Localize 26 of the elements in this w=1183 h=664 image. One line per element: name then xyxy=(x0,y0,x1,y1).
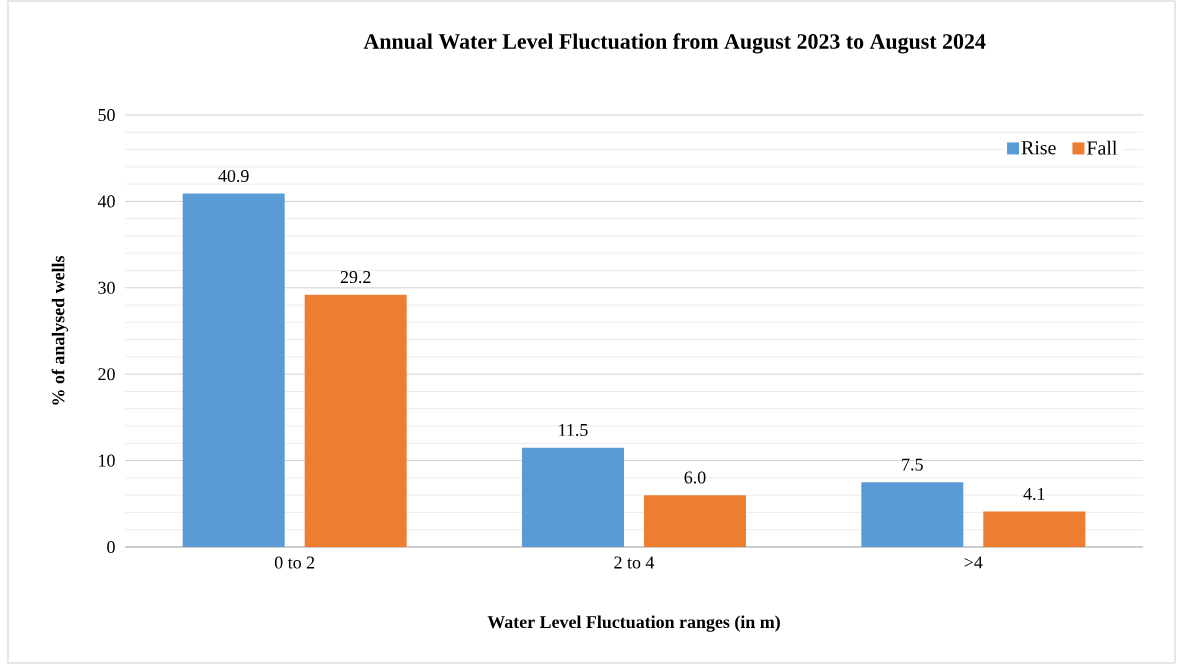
bar xyxy=(304,294,407,547)
data-label: 6.0 xyxy=(684,471,706,484)
y-tick-label: 30 xyxy=(98,281,115,294)
y-tick-label: 10 xyxy=(99,454,115,467)
data-label: 4.1 xyxy=(1023,487,1045,501)
legend-label: Rise xyxy=(1021,141,1056,155)
data-label: 40.9 xyxy=(218,169,249,183)
x-axis-title: Water Level Fluctuation ranges (in m) xyxy=(487,615,780,632)
bar xyxy=(643,495,746,547)
y-tick-label: 40 xyxy=(97,195,115,208)
data-label: 7.5 xyxy=(902,458,923,471)
bar xyxy=(521,447,624,547)
x-tick-label: >4 xyxy=(964,556,983,569)
y-tick-label: 0 xyxy=(107,540,115,554)
data-label: 29.2 xyxy=(340,271,371,284)
y-axis-title: % of analysed wells xyxy=(51,255,69,405)
chart-title: Annual Water Level Fluctuation from August 2023 to August 2024 xyxy=(363,33,986,54)
bar xyxy=(861,482,964,547)
y-tick-label: 20 xyxy=(98,368,115,381)
bar xyxy=(182,193,285,547)
bar xyxy=(983,511,1086,547)
y-tick-label: 50 xyxy=(98,108,115,122)
legend-label: Fall xyxy=(1087,140,1118,155)
data-label: 11.5 xyxy=(559,424,588,437)
x-tick-label: 0 to 2 xyxy=(274,556,315,569)
x-tick-label: 2 to 4 xyxy=(614,556,655,569)
